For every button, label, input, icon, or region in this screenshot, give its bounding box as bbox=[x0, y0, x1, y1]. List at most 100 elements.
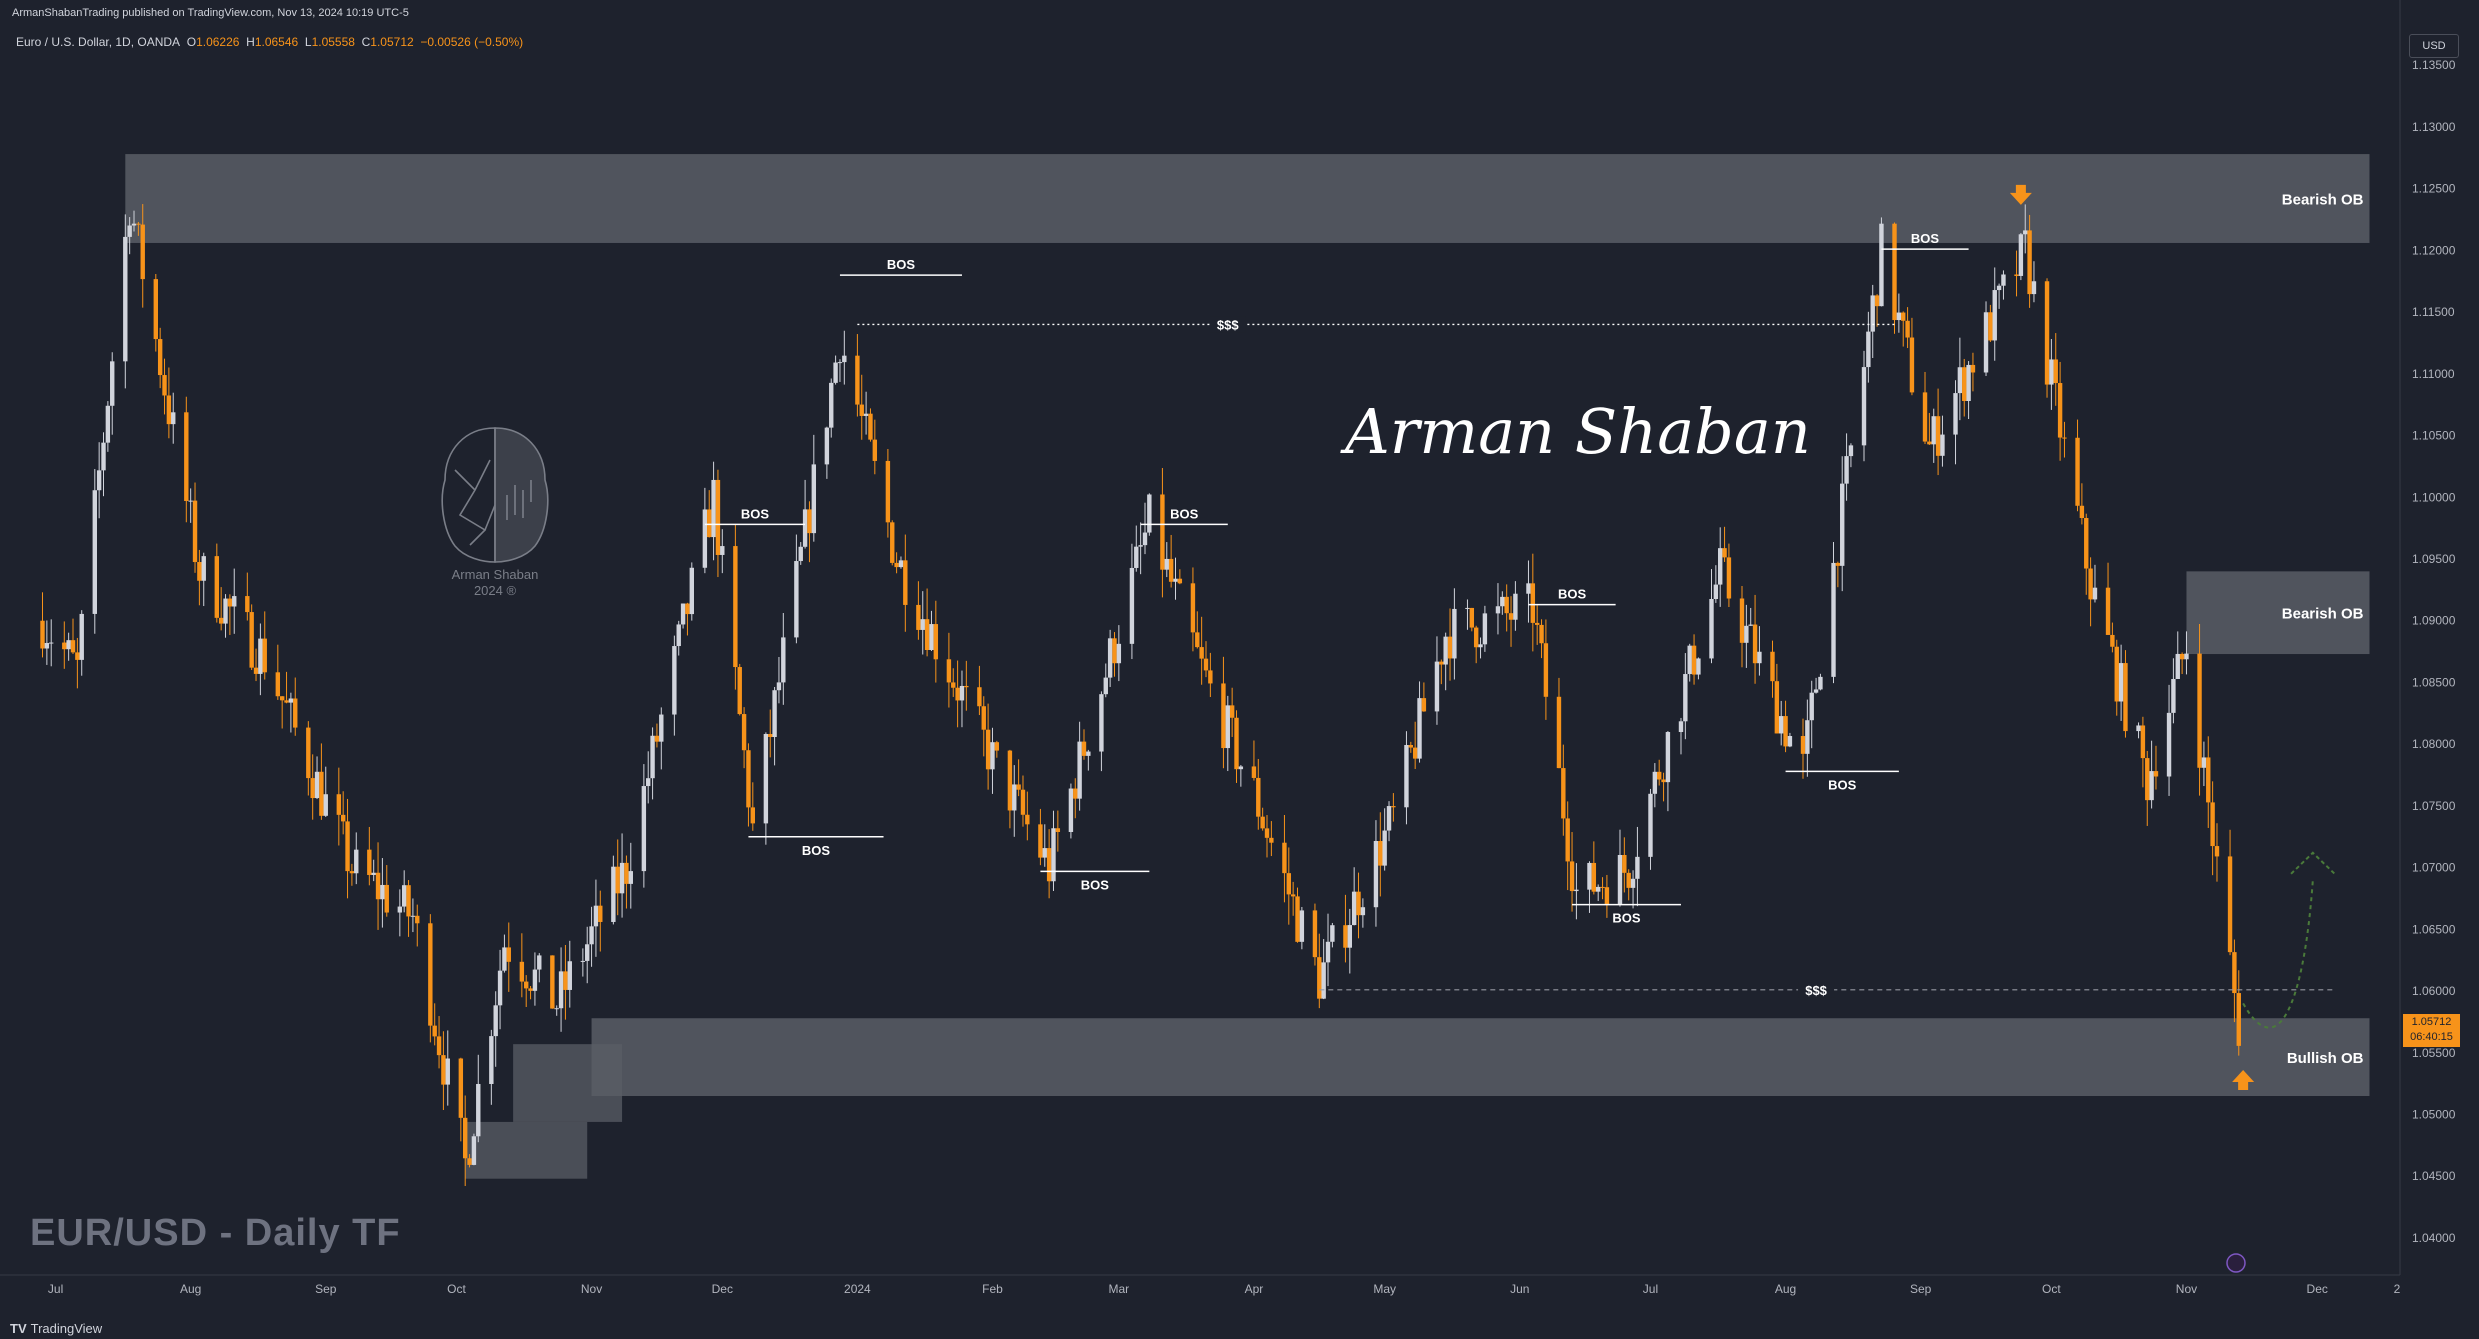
candle bbox=[781, 613, 786, 705]
candle-body bbox=[2149, 771, 2154, 801]
candle bbox=[1269, 821, 1274, 857]
candle-body bbox=[1543, 643, 1549, 697]
candle bbox=[70, 618, 76, 655]
candle bbox=[898, 556, 904, 569]
candle-body bbox=[1587, 862, 1592, 890]
candle-body bbox=[319, 771, 324, 816]
candle-body bbox=[554, 1008, 559, 1010]
candle-body bbox=[2023, 230, 2028, 235]
candle-body bbox=[768, 733, 773, 738]
candle-body bbox=[1574, 889, 1579, 892]
candle bbox=[1726, 543, 1732, 608]
zone-box-1 bbox=[2186, 571, 2370, 655]
candle-body bbox=[1478, 644, 1483, 648]
candle-body bbox=[1818, 676, 1823, 690]
candle bbox=[1225, 695, 1230, 772]
candle bbox=[1286, 847, 1291, 925]
candle-body bbox=[1927, 441, 1932, 445]
candle-body bbox=[1556, 696, 1562, 769]
candle bbox=[1992, 267, 1997, 361]
candle bbox=[1051, 810, 1056, 892]
candle bbox=[1042, 824, 1047, 867]
brain-left-half bbox=[441, 427, 496, 563]
candle-body bbox=[689, 567, 694, 615]
candle bbox=[1046, 829, 1052, 899]
candle bbox=[2110, 622, 2115, 653]
level-label-9: $$$ bbox=[1217, 317, 1239, 332]
candle-body bbox=[1774, 681, 1780, 734]
level-label-10: $$$ bbox=[1805, 983, 1827, 998]
candle-body bbox=[1229, 705, 1235, 718]
candle-body bbox=[977, 687, 982, 707]
candle-body bbox=[2145, 758, 2150, 801]
candle bbox=[410, 898, 416, 933]
candle-body bbox=[101, 442, 106, 471]
symbol-name[interactable]: Euro / U.S. Dollar, 1D, OANDA bbox=[16, 35, 181, 49]
candle bbox=[1234, 710, 1239, 783]
candle-body bbox=[1038, 824, 1043, 858]
candle bbox=[2232, 939, 2237, 1023]
candle-body bbox=[2105, 587, 2111, 635]
x-tick-label: Jul bbox=[48, 1282, 63, 1296]
candle bbox=[768, 709, 773, 758]
candle-body bbox=[1107, 638, 1113, 678]
candle-body bbox=[2175, 653, 2180, 680]
candle bbox=[990, 727, 995, 794]
candle-body bbox=[1779, 716, 1784, 734]
candle-body bbox=[2110, 634, 2115, 647]
publisher-bar: ArmanShabanTrading published on TradingV… bbox=[0, 0, 2479, 22]
candle bbox=[1251, 740, 1257, 781]
zone-label-0: Bearish OB bbox=[2282, 192, 2364, 209]
candle-body bbox=[955, 687, 960, 701]
candle-body bbox=[1290, 894, 1296, 897]
currency-button[interactable]: USD bbox=[2409, 34, 2459, 58]
candle bbox=[1901, 311, 1906, 347]
candle-body bbox=[2053, 359, 2058, 384]
brain-candle-marks bbox=[506, 480, 532, 520]
candle bbox=[863, 391, 869, 435]
candle bbox=[872, 419, 878, 475]
candle-body bbox=[1901, 312, 1906, 321]
candle bbox=[1691, 634, 1697, 685]
candle-body bbox=[136, 223, 141, 225]
candle-body bbox=[253, 667, 259, 674]
candle-body bbox=[763, 733, 769, 824]
x-tick-label: 2024 bbox=[844, 1282, 871, 1296]
candle-body bbox=[872, 439, 878, 461]
candle-body bbox=[1757, 651, 1762, 664]
candle-body bbox=[593, 905, 599, 927]
candle-body bbox=[1966, 364, 1971, 401]
high-value: 1.06546 bbox=[254, 35, 299, 49]
candle bbox=[593, 879, 599, 957]
zone-box-3 bbox=[513, 1044, 623, 1122]
candle-body bbox=[415, 915, 420, 924]
candle-body bbox=[1129, 567, 1135, 644]
brain-right-half bbox=[494, 427, 549, 563]
candle bbox=[1007, 749, 1013, 829]
candle bbox=[1787, 732, 1793, 748]
x-tick-label: Aug bbox=[1775, 1282, 1796, 1296]
level-label-3: BOS bbox=[1170, 506, 1199, 521]
candle bbox=[2166, 684, 2172, 796]
candle bbox=[2023, 204, 2028, 254]
candle bbox=[476, 1054, 481, 1143]
candle-body bbox=[227, 598, 233, 607]
candle-body bbox=[920, 619, 925, 630]
candle bbox=[1661, 772, 1666, 802]
candle-body bbox=[458, 1058, 464, 1118]
candle-body bbox=[641, 786, 647, 872]
tradingview-logo[interactable]: TV TradingView bbox=[10, 1321, 102, 1336]
x-tick-label: Jul bbox=[1643, 1282, 1658, 1296]
footer: TV TradingView bbox=[0, 1319, 2479, 1339]
event-marker-icon bbox=[2226, 1253, 2246, 1273]
candle-body bbox=[1722, 548, 1727, 558]
candle-body bbox=[441, 1055, 446, 1085]
candle bbox=[1408, 741, 1414, 753]
candle-body bbox=[66, 640, 71, 650]
candle-body bbox=[1256, 777, 1261, 817]
candle bbox=[375, 842, 381, 930]
down-arrow-icon bbox=[2009, 184, 2032, 205]
candle bbox=[1077, 721, 1082, 811]
y-tick-label: 1.04500 bbox=[2412, 1169, 2456, 1183]
